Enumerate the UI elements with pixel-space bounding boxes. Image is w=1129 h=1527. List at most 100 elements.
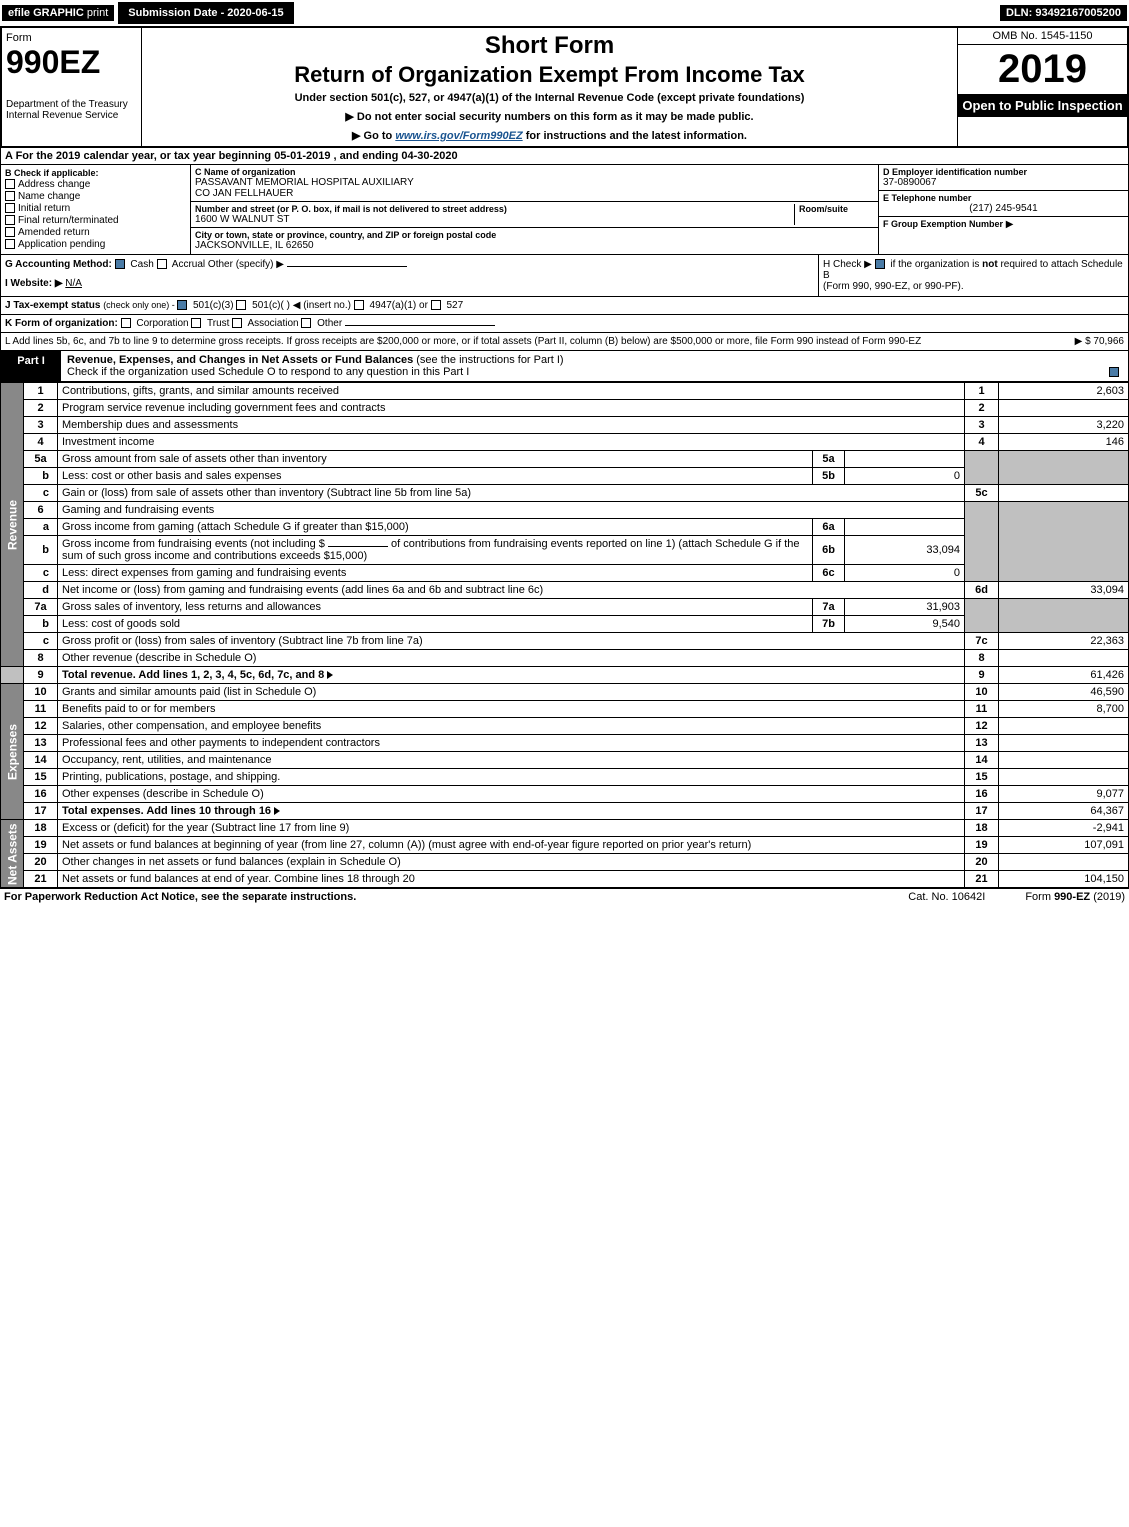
mv5a <box>845 451 965 468</box>
ld9: Total revenue. Add lines 1, 2, 3, 4, 5c,… <box>62 669 324 681</box>
irs-link[interactable]: www.irs.gov/Form990EZ <box>395 130 522 142</box>
return-title: Return of Organization Exempt From Incom… <box>146 62 953 88</box>
ld5a: Gross amount from sale of assets other t… <box>62 453 327 465</box>
b-initial: Initial return <box>18 203 70 214</box>
header-right: OMB No. 1545-1150 2019 Open to Public In… <box>957 28 1127 146</box>
ld2: Program service revenue including govern… <box>62 402 385 414</box>
c-city-label: City or town, state or province, country… <box>195 230 874 240</box>
chk-4947[interactable] <box>354 300 364 310</box>
c-name-label: C Name of organization <box>195 167 874 177</box>
mv7b: 9,540 <box>845 616 965 633</box>
chk-initial-return[interactable] <box>5 203 15 213</box>
6b-blank[interactable] <box>328 546 388 547</box>
rv15 <box>999 769 1129 786</box>
ld5b: Less: cost or other basis and sales expe… <box>62 470 282 482</box>
rn10: 10 <box>965 684 999 701</box>
part1-label: Part I <box>1 351 61 381</box>
chk-cash[interactable] <box>115 259 125 269</box>
chk-501c[interactable] <box>236 300 246 310</box>
room-label: Room/suite <box>799 204 874 214</box>
chk-application-pending[interactable] <box>5 239 15 249</box>
chk-address-change[interactable] <box>5 179 15 189</box>
ld6c: Less: direct expenses from gaming and fu… <box>62 567 346 579</box>
side-gap <box>1 667 24 684</box>
rv20 <box>999 854 1129 871</box>
ln7c: c <box>24 633 58 650</box>
g-other-input[interactable] <box>287 266 407 267</box>
website-value: N/A <box>65 278 82 289</box>
part1-check-text: Check if the organization used Schedule … <box>67 366 469 378</box>
chk-trust[interactable] <box>191 318 201 328</box>
chk-h[interactable] <box>875 259 885 269</box>
ld13: Professional fees and other payments to … <box>62 737 380 749</box>
rn15: 15 <box>965 769 999 786</box>
h-text1: H Check ▶ <box>823 259 872 270</box>
rv4: 146 <box>999 434 1129 451</box>
j-o2: 501(c)( ) <box>252 300 290 311</box>
l-amount: ▶ $ 70,966 <box>1075 336 1124 347</box>
dept-treasury: Department of the Treasury <box>6 99 137 110</box>
b-addr: Address change <box>18 179 90 190</box>
row-k: K Form of organization: Corporation Trus… <box>0 315 1129 333</box>
rn12: 12 <box>965 718 999 735</box>
ld7a: Gross sales of inventory, less returns a… <box>62 601 321 613</box>
org-name-2: CO JAN FELLHAUER <box>195 188 874 199</box>
ld10: Grants and similar amounts paid (list in… <box>62 686 316 698</box>
chk-final-return[interactable] <box>5 215 15 225</box>
rn16: 16 <box>965 786 999 803</box>
mv6b: 33,094 <box>845 536 965 565</box>
header-mid: Short Form Return of Organization Exempt… <box>142 28 957 146</box>
mv5b: 0 <box>845 468 965 485</box>
shade-5 <box>965 451 999 485</box>
ln14: 14 <box>24 752 58 769</box>
rv13 <box>999 735 1129 752</box>
ln9: 9 <box>24 667 58 684</box>
chk-accrual[interactable] <box>157 259 167 269</box>
col-def: D Employer identification number 37-0890… <box>878 165 1128 254</box>
j-o3: 4947(a)(1) or <box>370 300 428 311</box>
shade-7 <box>965 599 999 633</box>
ssn-warning: ▶ Do not enter social security numbers o… <box>146 110 953 123</box>
chk-schedule-o[interactable] <box>1109 367 1119 377</box>
chk-assoc[interactable] <box>232 318 242 328</box>
org-street: 1600 W WALNUT ST <box>195 214 794 225</box>
shade-6v <box>999 502 1129 582</box>
chk-name-change[interactable] <box>5 191 15 201</box>
k-other: Other <box>317 318 342 329</box>
rv2 <box>999 400 1129 417</box>
rn20: 20 <box>965 854 999 871</box>
ld15: Printing, publications, postage, and shi… <box>62 771 280 783</box>
ld14: Occupancy, rent, utilities, and maintena… <box>62 754 272 766</box>
ln7b: b <box>24 616 58 633</box>
chk-501c3[interactable] <box>177 300 187 310</box>
g-accrual: Accrual <box>172 259 205 270</box>
g-cash: Cash <box>130 259 153 270</box>
f-arrow: ▶ <box>1006 219 1014 230</box>
ln1: 1 <box>24 383 58 400</box>
chk-527[interactable] <box>431 300 441 310</box>
mn5a: 5a <box>813 451 845 468</box>
b-label: B Check if applicable: <box>5 168 186 178</box>
chk-other[interactable] <box>301 318 311 328</box>
efile-print[interactable]: print <box>87 7 108 19</box>
rn4: 4 <box>965 434 999 451</box>
ld18: Excess or (deficit) for the year (Subtra… <box>62 822 349 834</box>
ln2: 2 <box>24 400 58 417</box>
ln6c: c <box>24 565 58 582</box>
ld7c: Gross profit or (loss) from sales of inv… <box>62 635 423 647</box>
k-corp: Corporation <box>136 318 188 329</box>
j-o2t: ◀ (insert no.) <box>293 300 351 311</box>
phone-value: (217) 245-9541 <box>883 203 1124 214</box>
ld6: Gaming and fundraising events <box>62 504 214 516</box>
chk-corp[interactable] <box>121 318 131 328</box>
ld21: Net assets or fund balances at end of ye… <box>62 873 415 885</box>
chk-amended-return[interactable] <box>5 227 15 237</box>
ln3: 3 <box>24 417 58 434</box>
ld6a: Gross income from gaming (attach Schedul… <box>62 521 409 533</box>
ein-value: 37-0890067 <box>883 177 1124 188</box>
ln6: 6 <box>24 502 58 519</box>
ld1: Contributions, gifts, grants, and simila… <box>62 385 339 397</box>
h-not: not <box>982 259 998 270</box>
k-other-input[interactable] <box>345 325 495 326</box>
side-expenses: Expenses <box>1 684 24 820</box>
